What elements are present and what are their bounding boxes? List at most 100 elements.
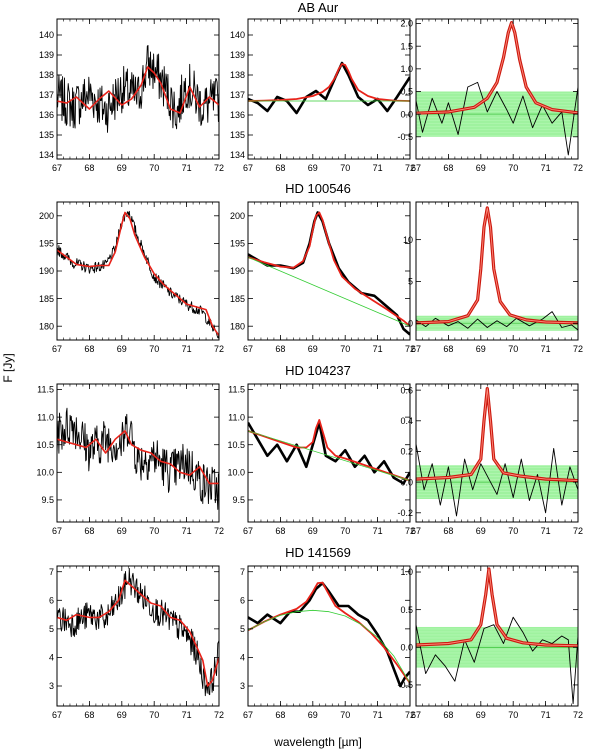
x-tick-label: 70 [508, 710, 518, 720]
panel-residual: 67 68 69 70 71 72 0 5 10 [403, 201, 583, 354]
series-smooth [57, 66, 219, 114]
series-model-outer [416, 206, 578, 325]
axes-frame [247, 201, 411, 341]
x-tick-label: 70 [340, 344, 350, 354]
y-tick-label: 4 [49, 653, 54, 663]
x-tick-label: 71 [373, 344, 383, 354]
y-tick-label: 0.0 [400, 477, 413, 487]
y-tick-label: 3 [49, 681, 54, 691]
x-tick-label: 69 [117, 163, 127, 173]
axes-frame [56, 18, 220, 160]
y-tick-label: 5 [49, 624, 54, 634]
series-continuum [248, 430, 410, 481]
x-tick-label: 69 [476, 526, 486, 536]
x-tick-label: 70 [340, 710, 350, 720]
x-tick-label: 71 [182, 710, 192, 720]
x-tick-label: 67 [52, 344, 62, 354]
x-tick-label: 68 [275, 344, 285, 354]
x-tick-label: 67 [243, 526, 253, 536]
panel-fit: 67 68 69 70 71 72 9.5 10.0 10.5 11.0 11.5 [227, 383, 415, 536]
y-tick-label: -0.5 [397, 680, 413, 690]
y-tick-label: 1.0 [400, 567, 413, 577]
y-tick-label: 0.6 [400, 385, 413, 395]
x-tick-label: 70 [508, 163, 518, 173]
y-tick-label: 0 [408, 318, 413, 328]
x-tick-label: 68 [275, 163, 285, 173]
y-tick-label: 0.5 [400, 87, 413, 97]
y-tick-label: 11.0 [37, 412, 54, 422]
y-tick-label: 6 [240, 595, 245, 605]
x-tick-label: 69 [117, 710, 127, 720]
y-tick-label: 138 [230, 70, 245, 80]
x-tick-label: 72 [214, 526, 224, 536]
panel-residual: 67 68 69 70 71 72 -0.2 0.0 0.2 0.4 0.6 [397, 383, 583, 536]
panel-fit: 67 68 69 70 71 72 134 135 136 137 138 139 140 [230, 18, 415, 173]
y-tick-label: 0.0 [400, 642, 413, 652]
x-tick-label: 67 [411, 344, 421, 354]
x-tick-label: 68 [84, 710, 94, 720]
y-tick-label: 185 [39, 294, 54, 304]
panel-fit: 67 68 69 70 71 72 180 185 190 195 200 [230, 201, 415, 354]
y-tick-label: 11.5 [228, 385, 245, 395]
x-tick-label: 70 [149, 344, 159, 354]
chart-row: HD 100546 67 68 69 70 71 72 180 185 190 195 200 67 68… [39, 181, 583, 354]
series-model [416, 388, 578, 482]
y-tick-label: 9.5 [232, 495, 245, 505]
x-tick-label: 67 [52, 710, 62, 720]
x-tick-label: 72 [405, 526, 415, 536]
y-tick-label: -0.5 [397, 132, 413, 142]
x-tick-label: 72 [573, 344, 583, 354]
y-tick-label: 180 [39, 321, 54, 331]
plot-area [248, 419, 410, 485]
x-tick-label: 68 [275, 710, 285, 720]
y-tick-label: 137 [39, 90, 54, 100]
series-smooth [57, 579, 219, 687]
series-data [248, 421, 410, 485]
y-tick-label: 190 [39, 266, 54, 276]
y-tick-label: 0.5 [400, 605, 413, 615]
y-tick-label: 137 [230, 90, 245, 100]
y-tick-label: 190 [230, 266, 245, 276]
chart-title: AB Aur [298, 0, 339, 15]
y-tick-label: 140 [230, 30, 245, 40]
series-data [57, 45, 219, 133]
x-tick-label: 68 [84, 344, 94, 354]
x-tick-label: 72 [573, 710, 583, 720]
x-tick-label: 70 [149, 526, 159, 536]
y-tick-label: 180 [230, 321, 245, 331]
y-tick-label: 139 [230, 50, 245, 60]
x-tick-label: 70 [149, 710, 159, 720]
x-tick-label: 70 [508, 526, 518, 536]
chart-title: HD 141569 [285, 545, 351, 560]
y-tick-label: 139 [39, 50, 54, 60]
y-tick-label: 4 [240, 653, 245, 663]
x-tick-label: 69 [308, 710, 318, 720]
axes-frame [56, 565, 220, 707]
x-tick-label: 72 [405, 344, 415, 354]
y-tick-label: 7 [49, 567, 54, 577]
plot-area [57, 568, 219, 697]
axes-frame [247, 18, 411, 160]
axes-frame [415, 201, 579, 341]
series-data [416, 81, 578, 156]
series-data [416, 616, 578, 705]
y-axis-label: F [Jy] [1, 353, 15, 382]
x-tick-label: 68 [275, 526, 285, 536]
x-tick-label: 69 [476, 344, 486, 354]
chart-title: HD 104237 [285, 363, 351, 378]
y-tick-label: 7 [240, 567, 245, 577]
y-tick-label: 10.0 [36, 468, 54, 478]
plot-area [57, 407, 219, 510]
x-tick-label: 69 [308, 163, 318, 173]
x-tick-label: 67 [243, 344, 253, 354]
x-tick-label: 72 [214, 163, 224, 173]
y-tick-label: 0.2 [400, 447, 413, 457]
x-tick-label: 69 [476, 710, 486, 720]
series-model [416, 22, 578, 114]
x-tick-label: 72 [214, 344, 224, 354]
x-tick-label: 67 [411, 710, 421, 720]
series-data [416, 443, 578, 517]
y-tick-label: 6 [49, 595, 54, 605]
